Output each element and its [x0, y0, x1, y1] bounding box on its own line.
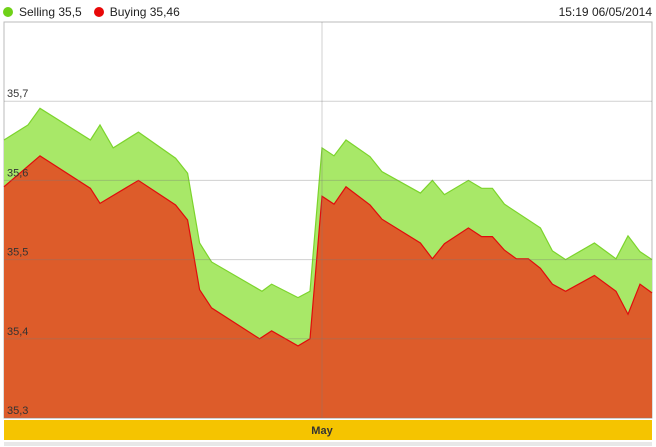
month-label: May — [311, 425, 333, 437]
scroll-track — [4, 442, 652, 446]
legend-selling[interactable]: Selling 35,5 — [3, 5, 82, 19]
y-tick-label: 35,5 — [7, 247, 28, 259]
selling-dot-icon — [3, 7, 13, 17]
timeline-bar — [4, 420, 652, 440]
legend-buying-label: Buying 35,46 — [109, 5, 180, 19]
y-tick-label: 35,7 — [7, 88, 28, 100]
buying-dot-icon — [93, 7, 104, 17]
series-area-buying — [4, 155, 652, 418]
y-tick-label: 35,6 — [7, 167, 28, 179]
legend-buying[interactable]: Buying 35,46 — [93, 5, 180, 19]
y-tick-label: 35,4 — [7, 326, 28, 338]
y-tick-label: 35,3 — [7, 405, 28, 417]
timestamp: 15:19 06/05/2014 — [558, 5, 652, 19]
legend: Selling 35,5 Buying 35,46 — [3, 5, 192, 19]
series-line-buying — [3, 155, 653, 347]
legend-selling-label: Selling 35,5 — [19, 5, 82, 19]
series-line-selling — [3, 107, 653, 299]
